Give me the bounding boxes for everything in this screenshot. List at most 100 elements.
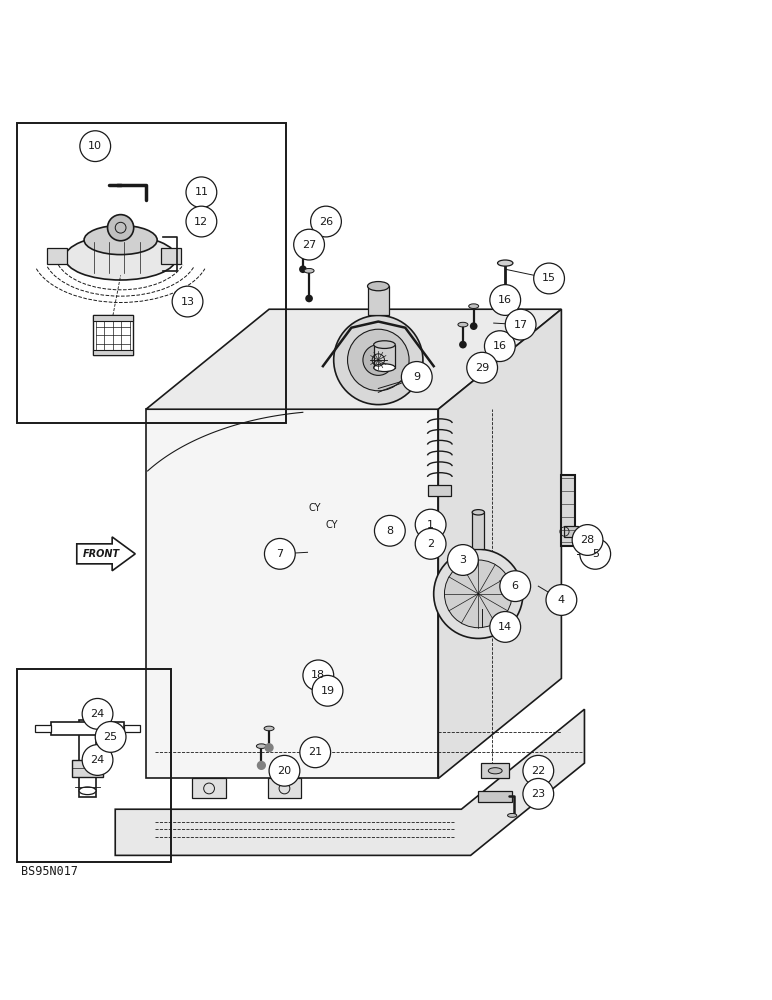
- Text: 11: 11: [195, 187, 208, 197]
- Circle shape: [334, 315, 423, 405]
- Text: 16: 16: [493, 341, 507, 351]
- Ellipse shape: [489, 768, 502, 774]
- Circle shape: [293, 229, 324, 260]
- Text: 27: 27: [302, 240, 317, 250]
- Ellipse shape: [497, 260, 513, 266]
- Text: 1: 1: [427, 520, 434, 530]
- FancyBboxPatch shape: [161, 248, 181, 264]
- Ellipse shape: [458, 322, 468, 327]
- Bar: [72, 760, 103, 777]
- Circle shape: [459, 341, 467, 348]
- Circle shape: [415, 528, 446, 559]
- Circle shape: [257, 761, 266, 770]
- Circle shape: [523, 755, 554, 786]
- Bar: [374, 345, 395, 368]
- Bar: [472, 512, 485, 549]
- Bar: [192, 778, 226, 798]
- Circle shape: [95, 722, 126, 752]
- Bar: [268, 778, 301, 798]
- Text: 4: 4: [558, 595, 565, 605]
- Circle shape: [495, 294, 504, 303]
- Circle shape: [572, 525, 603, 555]
- Circle shape: [269, 755, 300, 786]
- Text: 14: 14: [498, 622, 513, 632]
- Ellipse shape: [374, 341, 395, 348]
- Bar: [428, 485, 452, 496]
- Ellipse shape: [84, 225, 157, 255]
- Text: 9: 9: [413, 372, 420, 382]
- Circle shape: [310, 206, 341, 237]
- Bar: [93, 315, 133, 355]
- Bar: [564, 526, 578, 537]
- Polygon shape: [438, 309, 561, 778]
- Circle shape: [265, 743, 274, 752]
- Bar: [36, 725, 51, 732]
- Bar: [124, 725, 140, 732]
- Bar: [367, 286, 389, 315]
- Text: 20: 20: [277, 766, 292, 776]
- Bar: [479, 791, 512, 802]
- Bar: [79, 720, 96, 797]
- Text: 8: 8: [386, 526, 394, 536]
- Text: 29: 29: [475, 363, 489, 373]
- Text: 15: 15: [542, 273, 556, 283]
- Circle shape: [523, 778, 554, 809]
- Bar: [561, 475, 575, 546]
- Text: 22: 22: [531, 766, 546, 776]
- Ellipse shape: [304, 268, 314, 273]
- Text: 25: 25: [103, 732, 117, 742]
- Circle shape: [363, 345, 394, 375]
- Text: 16: 16: [498, 295, 513, 305]
- Circle shape: [303, 660, 334, 691]
- Circle shape: [467, 352, 497, 383]
- Text: 7: 7: [276, 549, 283, 559]
- Circle shape: [347, 329, 409, 391]
- Ellipse shape: [298, 240, 308, 245]
- Text: 3: 3: [459, 555, 466, 565]
- Circle shape: [490, 612, 520, 642]
- Text: 24: 24: [90, 709, 105, 719]
- Circle shape: [265, 538, 295, 569]
- Bar: [93, 315, 133, 321]
- Circle shape: [580, 538, 611, 569]
- Text: FRONT: FRONT: [83, 549, 120, 559]
- Circle shape: [300, 737, 330, 768]
- Ellipse shape: [507, 813, 516, 817]
- Circle shape: [186, 206, 217, 237]
- Circle shape: [470, 322, 478, 330]
- FancyBboxPatch shape: [47, 248, 66, 264]
- Polygon shape: [115, 709, 584, 855]
- Circle shape: [80, 131, 110, 162]
- Circle shape: [448, 545, 479, 575]
- Text: 2: 2: [427, 539, 434, 549]
- Text: 13: 13: [181, 297, 195, 307]
- Circle shape: [172, 286, 203, 317]
- Circle shape: [499, 571, 530, 602]
- Text: 5: 5: [591, 549, 599, 559]
- Circle shape: [299, 265, 306, 273]
- Ellipse shape: [374, 364, 395, 372]
- Circle shape: [505, 309, 536, 340]
- Text: CY: CY: [309, 503, 321, 513]
- Circle shape: [374, 515, 405, 546]
- Circle shape: [305, 295, 313, 302]
- Text: 26: 26: [319, 217, 333, 227]
- Text: 24: 24: [90, 755, 105, 765]
- Circle shape: [312, 675, 343, 706]
- Circle shape: [401, 362, 432, 392]
- Ellipse shape: [264, 726, 274, 731]
- Text: 18: 18: [311, 670, 325, 680]
- Circle shape: [82, 698, 113, 729]
- Bar: [17, 669, 171, 862]
- Circle shape: [533, 263, 564, 294]
- Circle shape: [546, 585, 577, 615]
- Polygon shape: [146, 309, 561, 409]
- Ellipse shape: [79, 787, 96, 795]
- Bar: [482, 763, 509, 778]
- Circle shape: [82, 745, 113, 775]
- Text: 28: 28: [581, 535, 594, 545]
- Ellipse shape: [472, 510, 485, 515]
- Bar: [93, 350, 133, 355]
- Ellipse shape: [65, 235, 176, 280]
- Bar: [17, 123, 286, 423]
